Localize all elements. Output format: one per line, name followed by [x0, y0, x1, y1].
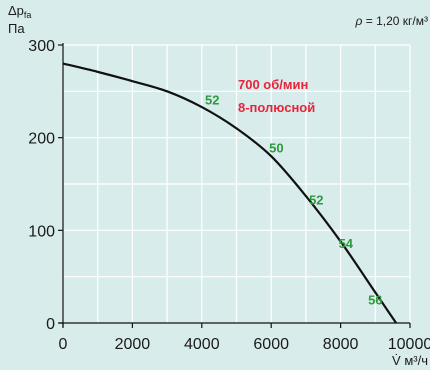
noise-level-label: 50: [269, 140, 283, 155]
noise-level-label: 52: [309, 192, 323, 207]
x-axis-label: V̇ м³/ч: [392, 353, 428, 368]
density-note: ρ = 1,20 кг/м³: [355, 14, 428, 28]
axes: 0 100 200 300 0 2000 4000 6000 8000 10000: [28, 38, 430, 353]
y-tick-label: 300: [28, 38, 55, 55]
pole-label: 8-полюсной: [238, 100, 315, 115]
noise-level-label: 52: [205, 92, 219, 107]
x-tick-label: 8000: [323, 336, 359, 353]
label-layer: 52 50 52 54 56: [205, 92, 383, 307]
performance-curve: [62, 62, 398, 324]
y-tick-label: 0: [46, 316, 55, 333]
y-axis-unit: Па: [8, 21, 25, 36]
y-tick-label: 100: [28, 223, 55, 240]
x-tick-label: 2000: [115, 336, 151, 353]
x-tick-label: 6000: [253, 336, 289, 353]
x-tick-label: 10000: [388, 336, 430, 353]
grid: [63, 44, 411, 323]
noise-level-label: 56: [368, 292, 382, 307]
y-tick-label: 200: [28, 131, 55, 148]
noise-level-label: 54: [339, 236, 354, 251]
x-tick-label: 0: [59, 336, 68, 353]
x-tick-label: 4000: [184, 336, 220, 353]
curve-layer: [62, 62, 398, 324]
speed-label: 700 об/мин: [238, 77, 308, 92]
y-axis-label: Δpfa: [8, 3, 31, 20]
